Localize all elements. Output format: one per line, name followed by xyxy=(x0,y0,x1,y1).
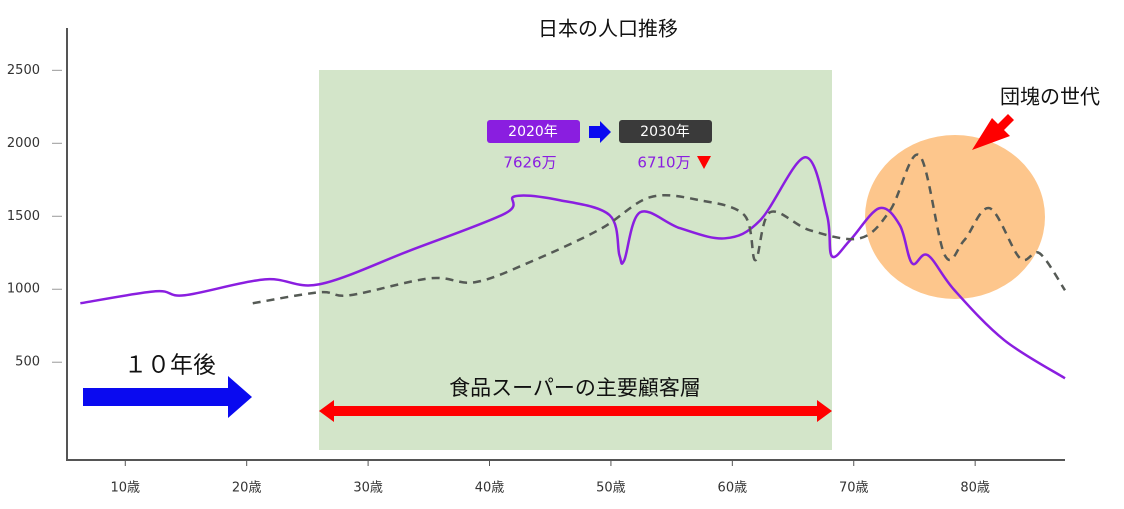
y-tick-label: 1000 xyxy=(7,282,40,297)
y-tick-label: 500 xyxy=(15,355,40,370)
x-tick-label: 50歳 xyxy=(596,481,626,496)
legend-label: 2030年 xyxy=(640,124,690,140)
total-label: 7626万 xyxy=(503,154,556,172)
line xyxy=(252,153,1067,305)
legend-box xyxy=(619,120,712,143)
legend-box xyxy=(487,120,580,143)
x-tick-label: 70歳 xyxy=(839,481,869,496)
chart-title: 日本の人口推移 xyxy=(538,17,678,41)
x-tick-label: 20歳 xyxy=(232,481,262,496)
annotation: １０年後 xyxy=(124,353,216,379)
highlight-circle xyxy=(865,135,1045,299)
line xyxy=(80,156,1066,380)
x-tick-label: 60歳 xyxy=(718,481,748,496)
pointer-arrow xyxy=(972,114,1014,150)
y-tick-label: 2500 xyxy=(7,63,40,78)
x-tick-label: 10歳 xyxy=(111,481,141,496)
total-label: 6710万 xyxy=(637,154,690,172)
x-tick-label: 30歳 xyxy=(353,481,383,496)
arrow xyxy=(83,376,252,418)
y-tick-label: 1500 xyxy=(7,209,40,224)
legend-label: 2020年 xyxy=(508,124,558,140)
annotation: 食品スーパーの主要顧客層 xyxy=(449,376,701,400)
x-tick-label: 40歳 xyxy=(475,481,505,496)
annotation: 団塊の世代 xyxy=(1000,85,1100,109)
legend-arrow xyxy=(589,121,611,143)
range-arrow xyxy=(319,400,832,422)
decrease-marker xyxy=(697,156,711,169)
plot-area xyxy=(80,153,1067,380)
x-tick-label: 80歳 xyxy=(960,481,990,496)
y-tick-label: 2000 xyxy=(7,136,40,151)
